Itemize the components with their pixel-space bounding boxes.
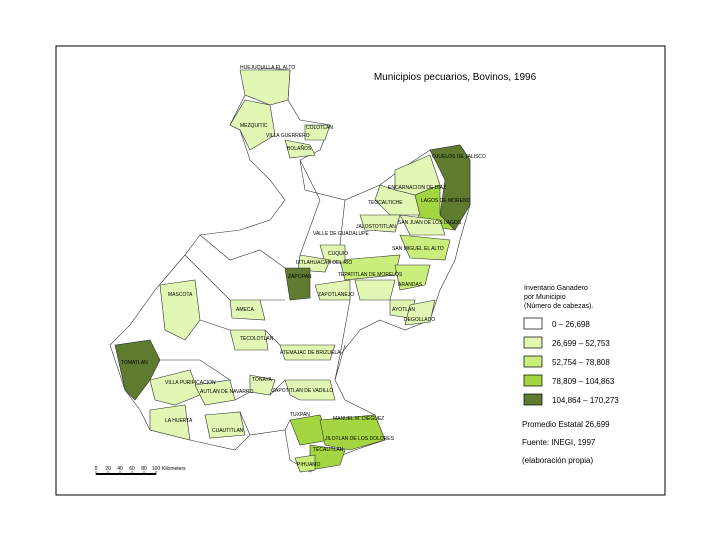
municipality <box>229 99 276 151</box>
place-label: AUTLAN DE NAVARRO <box>200 389 254 395</box>
place-label: CUQUIO <box>328 251 348 257</box>
place-labels: HUEJUQUILLA EL ALTO MEZQUITIC COLOTLAN V… <box>121 65 486 468</box>
municipality <box>394 264 431 291</box>
municipality <box>229 329 269 351</box>
scale-tick-label: 20 <box>105 466 111 472</box>
place-label: HUEJUQUILLA EL ALTO <box>240 65 295 71</box>
scale-unit: Kilometers <box>162 466 186 472</box>
place-label: OJUELOS DE JALISCO <box>432 154 486 160</box>
legend-title: (Número de cabezas). <box>524 303 593 310</box>
place-label: TONAYA <box>252 377 272 383</box>
municipality <box>279 344 336 361</box>
legend-title: Inventario Ganadero <box>524 285 588 292</box>
place-label: DEGOLLADO <box>404 317 435 323</box>
place-label: TEOCALTICHE <box>368 200 403 206</box>
municipality <box>204 411 246 439</box>
place-label: AYOTLAN <box>392 307 415 313</box>
municipality <box>304 124 331 141</box>
municipality <box>374 184 421 216</box>
place-label: ZAPOTITLAN DE VADILLO <box>272 388 333 394</box>
scale-tick-label: 60 <box>129 466 135 472</box>
municipality <box>229 299 266 321</box>
place-label: BOLAÑOS <box>287 145 312 152</box>
place-label: TOMATLAN <box>121 360 148 366</box>
municipality <box>149 404 191 441</box>
place-label: VILLA PURIFICACION <box>165 380 216 386</box>
place-label: ZAPOTLANEJO <box>318 292 354 298</box>
place-label: PIHUAMO <box>297 462 320 468</box>
municipality <box>159 279 201 341</box>
state-map <box>109 67 471 473</box>
municipality <box>339 254 401 281</box>
place-label: MEZQUITIC <box>240 123 268 129</box>
legend-label: 78,809 – 104,863 <box>552 377 615 386</box>
place-label: IXTLAHUACAN DEL RIO <box>296 260 352 266</box>
place-label: ATEMAJAC DE BRIZUELA <box>280 350 341 356</box>
place-label: MANUEL M. DIEGUEZ <box>333 416 384 422</box>
municipality <box>429 144 471 231</box>
place-label: TECALITLAN <box>313 447 344 453</box>
place-label: TUXPAN <box>290 412 310 418</box>
place-label: LAGOS DE MORENO <box>421 198 471 204</box>
place-label: LA HUERTA <box>165 418 193 424</box>
place-label: SAN JUAN DE LOS LAGOS <box>398 220 462 226</box>
municipality <box>359 214 401 233</box>
place-label: COLOTLAN <box>306 125 333 131</box>
municipality <box>319 414 386 451</box>
scale-tick-label: 0 <box>95 466 98 472</box>
municipality <box>354 279 396 301</box>
place-label: ENCARNACION DE DIAZ <box>388 185 446 191</box>
place-label: MASCOTA <box>168 292 193 298</box>
legend: Inventario Ganadero por Municipio (Número … <box>523 285 619 406</box>
place-label: SAN MIGUEL EL ALTO <box>392 246 444 252</box>
legend-swatch <box>523 317 543 330</box>
municipality <box>284 139 316 159</box>
legend-swatch <box>523 393 543 406</box>
legend-swatch <box>523 374 543 387</box>
scale-bar: 0 20 40 60 80 100 Kilometers <box>95 466 186 475</box>
legend-label: 104,864 – 170,273 <box>552 396 619 405</box>
note: (elaboración propia) <box>522 456 593 465</box>
place-label: JILOTLAN DE LOS DOLORES <box>325 436 395 442</box>
municipality <box>319 244 346 263</box>
scale-tick-label: 40 <box>117 466 123 472</box>
map-title: Municipios pecuarios, Bovinos, 1996 <box>374 72 537 83</box>
legend-label: 0 – 26,698 <box>552 320 590 329</box>
scale-tick-label: 100 <box>152 466 161 472</box>
legend-label: 52,754 – 78,808 <box>552 358 610 367</box>
place-label: TECOLOTLAN <box>240 336 274 342</box>
municipality <box>239 69 291 106</box>
scale-tick-label: 80 <box>141 466 147 472</box>
municipality <box>284 379 336 401</box>
legend-swatch <box>523 336 543 349</box>
legend-title: por Municipio <box>524 294 566 301</box>
legend-label: 26,699 – 52,753 <box>552 339 610 348</box>
municipality <box>149 369 201 406</box>
legend-swatch <box>523 355 543 368</box>
place-label: AMECA <box>236 307 254 313</box>
place-label: CUAUTITLAN <box>212 428 244 434</box>
note: Promedio Estatal 26,699 <box>522 420 610 429</box>
place-label: ZAPOPAN <box>288 274 312 280</box>
municipality <box>399 234 451 261</box>
municipality <box>284 267 311 301</box>
place-label: JALOSTOTITLAN <box>356 224 396 230</box>
municipality <box>399 214 446 236</box>
municipality <box>404 299 436 326</box>
municipality <box>294 454 316 473</box>
place-label: VALLE DE GUADALUPE <box>313 231 369 237</box>
notes: Promedio Estatal 26,699 Fuente: INEGI, 19… <box>522 420 610 465</box>
place-label: VILLA GUERRERO <box>266 133 310 139</box>
municipal-boundaries <box>160 159 351 436</box>
place-label: ARANDAS <box>398 282 423 288</box>
note: Fuente: INEGI, 1997 <box>522 438 596 447</box>
place-label: TEPATITLAN DE MORELOS <box>338 272 403 278</box>
